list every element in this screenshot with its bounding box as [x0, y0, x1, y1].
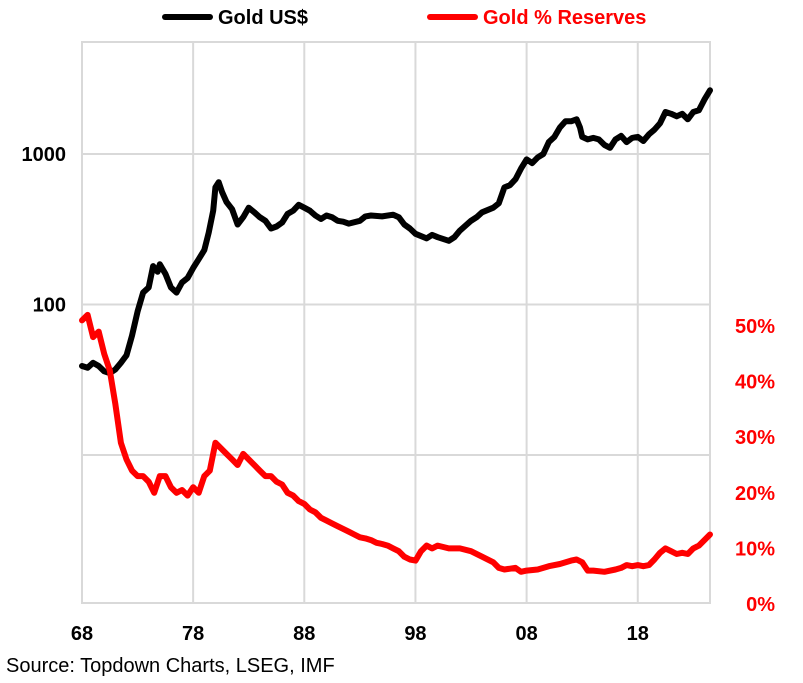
- left-tick-label: 100: [33, 295, 66, 317]
- source-note: Source: Topdown Charts, LSEG, IMF: [6, 655, 335, 677]
- right-tick-label: 50%: [735, 316, 775, 338]
- tick-labels: 68 78 88 98 08 18 100 1000 0% 10% 20% 30% 40% 50%: [22, 144, 776, 645]
- right-tick-label: 40%: [735, 372, 775, 394]
- x-tick-label: 88: [293, 623, 315, 645]
- plot-border: [81, 41, 711, 604]
- x-tick-label: 78: [182, 623, 204, 645]
- legend-label-gold-reserves: Gold % Reserves: [483, 7, 646, 29]
- right-tick-label: 30%: [735, 427, 775, 449]
- right-tick-label: 20%: [735, 483, 775, 505]
- legend: Gold US$ Gold % Reserves: [162, 7, 646, 29]
- x-tick-label: 08: [515, 623, 537, 645]
- right-tick-label: 10%: [735, 538, 775, 560]
- left-tick-label: 1000: [22, 144, 67, 166]
- x-tick-label: 68: [71, 623, 93, 645]
- series-line-gold-reserves: [79, 311, 713, 575]
- right-tick-label: 0%: [746, 594, 775, 616]
- x-tick-label: 18: [627, 623, 649, 645]
- legend-label-gold-usd: Gold US$: [218, 7, 308, 29]
- series-line-gold-usd: [79, 87, 713, 377]
- gridlines: [81, 41, 711, 604]
- x-tick-label: 98: [404, 623, 426, 645]
- series-lines: [79, 87, 713, 575]
